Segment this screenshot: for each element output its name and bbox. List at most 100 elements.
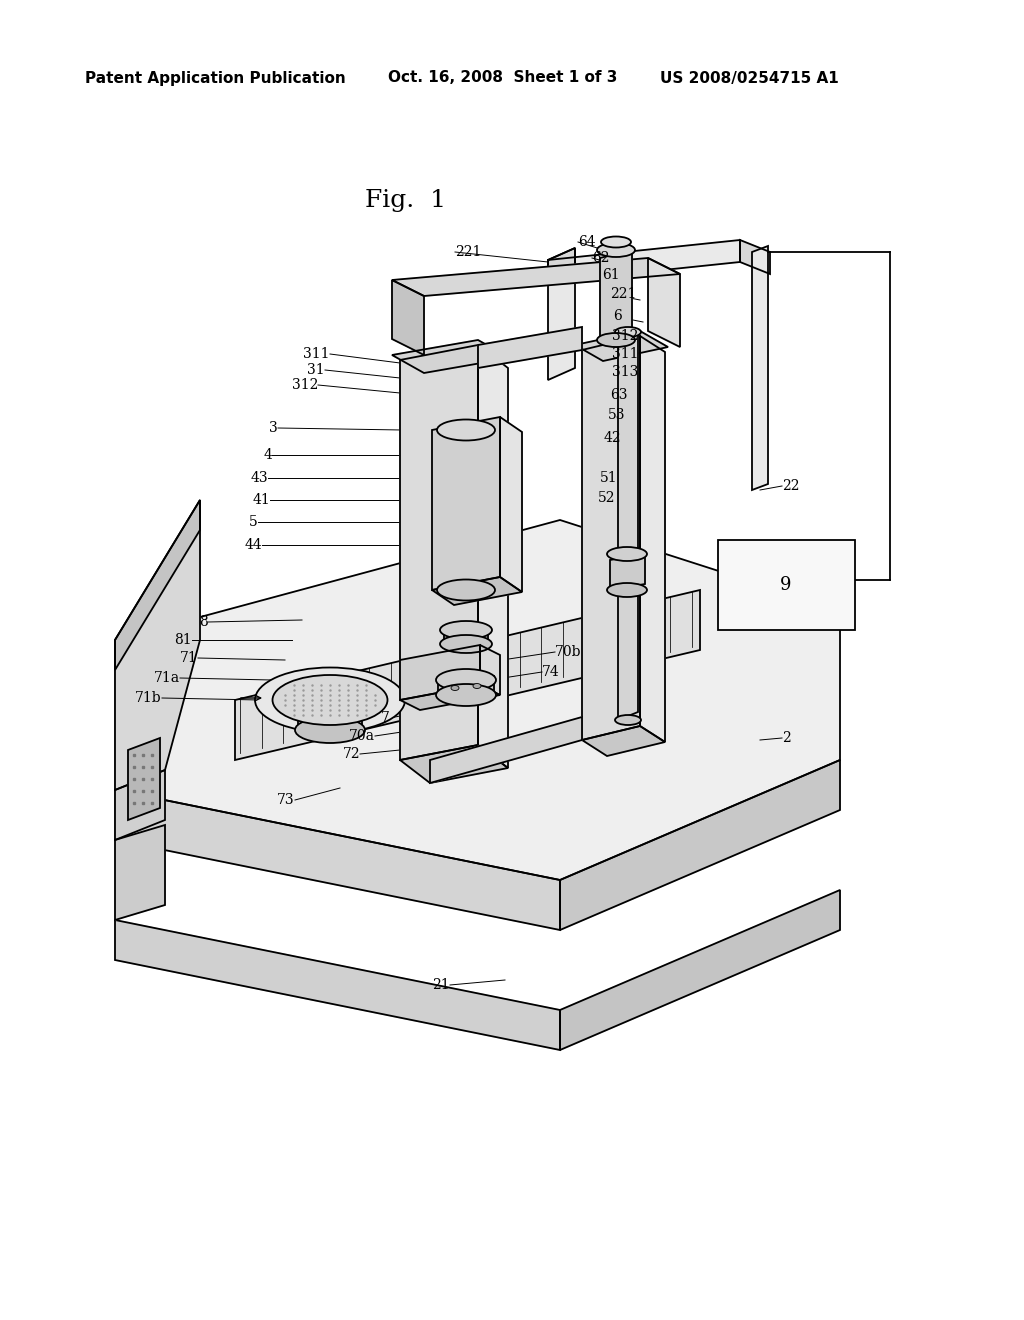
Text: 41: 41 — [252, 492, 270, 507]
Text: 64: 64 — [578, 235, 596, 249]
Polygon shape — [392, 280, 424, 355]
Ellipse shape — [597, 243, 635, 257]
Polygon shape — [115, 500, 200, 789]
Polygon shape — [600, 249, 632, 341]
Polygon shape — [548, 248, 575, 282]
Polygon shape — [548, 240, 740, 282]
Polygon shape — [610, 554, 645, 590]
Polygon shape — [432, 577, 522, 605]
Polygon shape — [115, 770, 165, 840]
Polygon shape — [115, 520, 840, 880]
Ellipse shape — [601, 236, 631, 248]
Ellipse shape — [451, 685, 459, 690]
Polygon shape — [115, 920, 560, 1049]
Text: 51: 51 — [600, 471, 617, 484]
Text: 6: 6 — [613, 309, 622, 323]
Polygon shape — [115, 500, 200, 671]
Polygon shape — [444, 626, 488, 644]
Text: 74: 74 — [542, 665, 560, 678]
Text: 53: 53 — [608, 408, 626, 422]
Text: 5: 5 — [249, 515, 258, 529]
Polygon shape — [618, 333, 638, 719]
Text: US 2008/0254715 A1: US 2008/0254715 A1 — [660, 70, 839, 86]
Text: 73: 73 — [278, 793, 295, 807]
Text: 312: 312 — [292, 378, 318, 392]
Text: 312: 312 — [612, 329, 638, 343]
Text: 22: 22 — [782, 479, 800, 492]
Polygon shape — [115, 789, 560, 931]
Polygon shape — [560, 760, 840, 931]
Text: Oct. 16, 2008  Sheet 1 of 3: Oct. 16, 2008 Sheet 1 of 3 — [388, 70, 617, 86]
Ellipse shape — [437, 420, 495, 441]
Ellipse shape — [615, 715, 641, 725]
Text: 61: 61 — [602, 268, 620, 282]
Text: 221: 221 — [610, 286, 636, 301]
Text: 2: 2 — [782, 731, 791, 744]
Polygon shape — [430, 717, 582, 783]
Polygon shape — [640, 337, 665, 742]
Text: Patent Application Publication: Patent Application Publication — [85, 70, 346, 86]
Polygon shape — [478, 345, 508, 768]
Polygon shape — [432, 417, 500, 590]
Ellipse shape — [473, 684, 481, 689]
Text: 311: 311 — [303, 347, 330, 360]
Polygon shape — [548, 248, 575, 380]
Polygon shape — [438, 676, 494, 696]
Text: 70a: 70a — [349, 729, 375, 743]
Text: 81: 81 — [174, 634, 193, 647]
Ellipse shape — [440, 635, 492, 653]
Text: 31: 31 — [307, 363, 325, 378]
Text: 42: 42 — [604, 432, 622, 445]
Text: 3: 3 — [269, 421, 278, 436]
Text: 71: 71 — [180, 651, 198, 665]
Ellipse shape — [440, 620, 492, 639]
Polygon shape — [582, 726, 665, 756]
Text: 44: 44 — [245, 539, 262, 552]
Polygon shape — [400, 645, 480, 700]
Ellipse shape — [272, 675, 387, 725]
Polygon shape — [478, 327, 582, 368]
Polygon shape — [575, 331, 668, 360]
Polygon shape — [648, 257, 680, 347]
Polygon shape — [115, 825, 165, 920]
Ellipse shape — [597, 333, 635, 347]
Text: 52: 52 — [598, 491, 615, 506]
Text: 8: 8 — [200, 615, 208, 630]
Ellipse shape — [607, 546, 647, 561]
FancyBboxPatch shape — [718, 540, 855, 630]
Polygon shape — [500, 417, 522, 591]
Ellipse shape — [295, 717, 365, 743]
Polygon shape — [752, 246, 768, 490]
Polygon shape — [392, 257, 680, 296]
Polygon shape — [392, 341, 510, 374]
Ellipse shape — [615, 327, 641, 337]
Ellipse shape — [436, 684, 496, 706]
Text: 221: 221 — [455, 246, 481, 259]
Text: 7: 7 — [381, 711, 390, 725]
Text: 63: 63 — [610, 388, 628, 403]
Text: Fig.  1: Fig. 1 — [365, 189, 446, 211]
Text: 43: 43 — [251, 471, 268, 484]
Polygon shape — [740, 240, 770, 275]
Polygon shape — [582, 337, 640, 741]
Polygon shape — [400, 744, 508, 783]
Text: 70b: 70b — [555, 645, 582, 659]
Polygon shape — [234, 590, 700, 760]
Ellipse shape — [607, 583, 647, 597]
Text: 72: 72 — [342, 747, 360, 762]
Polygon shape — [480, 645, 500, 696]
Polygon shape — [128, 738, 160, 820]
Ellipse shape — [436, 669, 496, 690]
Polygon shape — [298, 700, 362, 730]
Ellipse shape — [255, 668, 406, 733]
Polygon shape — [560, 890, 840, 1049]
Text: 313: 313 — [612, 366, 638, 379]
Polygon shape — [400, 685, 500, 710]
Text: 4: 4 — [263, 447, 272, 462]
Text: 62: 62 — [592, 251, 609, 265]
Text: 9: 9 — [780, 576, 792, 594]
Text: 21: 21 — [432, 978, 450, 993]
Polygon shape — [400, 345, 478, 760]
Ellipse shape — [437, 579, 495, 601]
Text: 71a: 71a — [154, 671, 180, 685]
